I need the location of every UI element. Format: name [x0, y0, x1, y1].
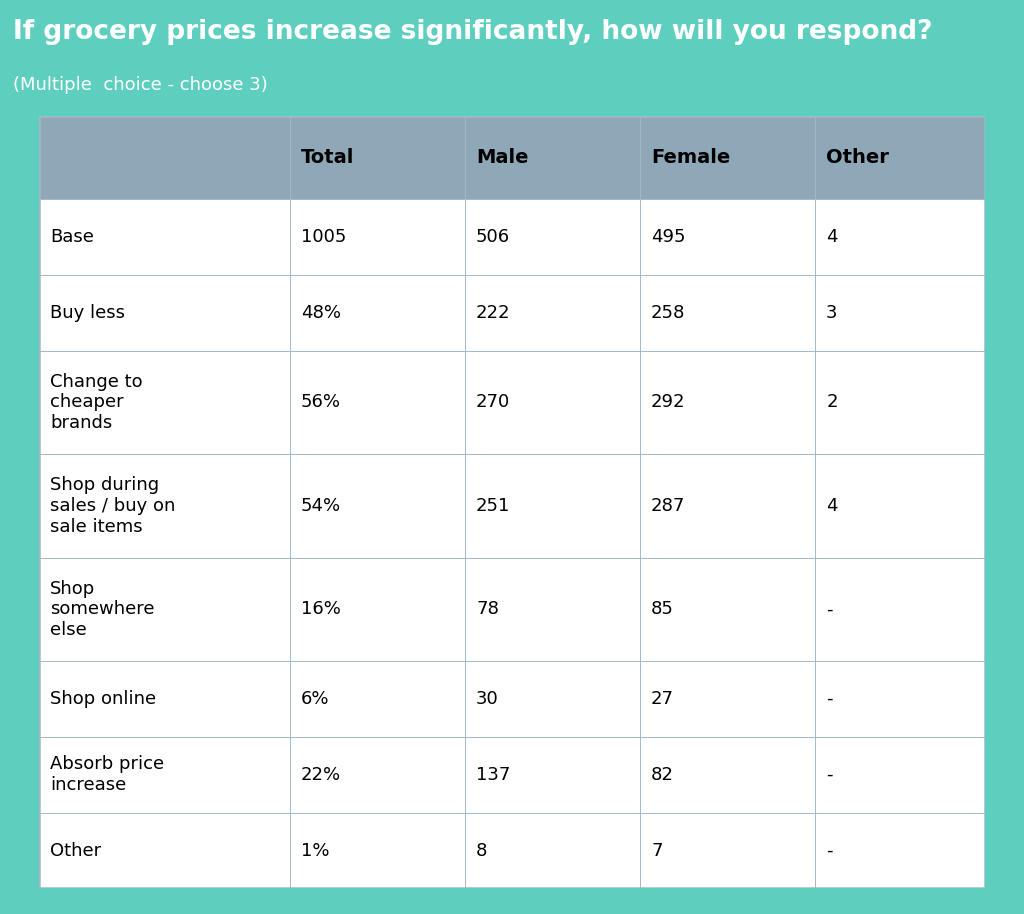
- Text: 287: 287: [651, 497, 685, 515]
- Bar: [39, 737, 985, 813]
- Text: Shop during
sales / buy on
sale items: Shop during sales / buy on sale items: [50, 476, 176, 536]
- Text: -: -: [826, 600, 833, 619]
- Text: 2: 2: [826, 393, 838, 411]
- Text: 4: 4: [826, 228, 838, 246]
- Text: 30: 30: [476, 690, 499, 708]
- Text: Shop
somewhere
else: Shop somewhere else: [50, 579, 155, 639]
- Text: 222: 222: [476, 303, 511, 322]
- Bar: [39, 454, 985, 558]
- Text: 292: 292: [651, 393, 686, 411]
- Text: Base: Base: [50, 228, 94, 246]
- Text: Other: Other: [50, 842, 101, 859]
- Text: -: -: [826, 842, 833, 859]
- Text: 22%: 22%: [301, 766, 341, 784]
- Text: Absorb price
increase: Absorb price increase: [50, 755, 165, 794]
- Text: 48%: 48%: [301, 303, 341, 322]
- Text: 6%: 6%: [301, 690, 330, 708]
- Text: Other: Other: [826, 148, 889, 167]
- Text: 8: 8: [476, 842, 487, 859]
- Text: 506: 506: [476, 228, 510, 246]
- Text: 270: 270: [476, 393, 510, 411]
- Text: 78: 78: [476, 600, 499, 619]
- Bar: [39, 351, 985, 454]
- Text: 495: 495: [651, 228, 686, 246]
- Text: -: -: [826, 690, 833, 708]
- Text: -: -: [826, 766, 833, 784]
- Bar: [39, 558, 985, 661]
- Text: 85: 85: [651, 600, 674, 619]
- Text: Male: Male: [476, 148, 528, 167]
- Text: 56%: 56%: [301, 393, 341, 411]
- Text: 251: 251: [476, 497, 510, 515]
- Text: 82: 82: [651, 766, 674, 784]
- Bar: [39, 116, 985, 199]
- Text: 7: 7: [651, 842, 663, 859]
- Text: 4: 4: [826, 497, 838, 515]
- Text: Total: Total: [301, 148, 354, 167]
- Text: Buy less: Buy less: [50, 303, 125, 322]
- Text: 258: 258: [651, 303, 685, 322]
- Text: Female: Female: [651, 148, 730, 167]
- Text: (Multiple  choice - choose 3): (Multiple choice - choose 3): [13, 76, 268, 93]
- Text: 137: 137: [476, 766, 510, 784]
- Text: Shop online: Shop online: [50, 690, 157, 708]
- Text: If grocery prices increase significantly, how will you respond?: If grocery prices increase significantly…: [13, 19, 933, 45]
- Bar: [39, 661, 985, 737]
- Bar: [39, 199, 985, 275]
- Text: 16%: 16%: [301, 600, 341, 619]
- Text: 54%: 54%: [301, 497, 341, 515]
- Text: 1005: 1005: [301, 228, 346, 246]
- Text: 27: 27: [651, 690, 674, 708]
- Bar: [39, 813, 985, 888]
- Text: 1%: 1%: [301, 842, 330, 859]
- Bar: [39, 275, 985, 351]
- Text: 3: 3: [826, 303, 838, 322]
- Text: Change to
cheaper
brands: Change to cheaper brands: [50, 373, 143, 432]
